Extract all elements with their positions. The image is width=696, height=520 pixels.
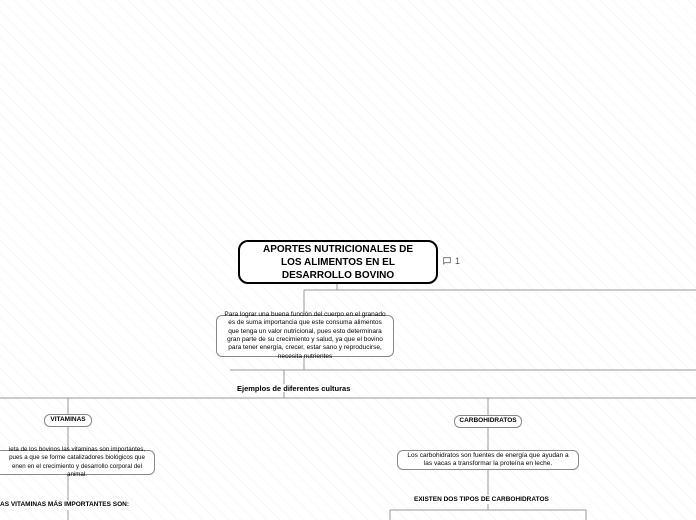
carbohidratos-node[interactable]: CARBOHIDRATOS [454, 415, 522, 428]
carbohidratos-title: CARBOHIDRATOS [459, 417, 516, 425]
vitaminas-sub: AS VITAMINAS MÁS IMPORTANTES SON: [0, 501, 129, 508]
root-title: APORTES NUTRICIONALES DE LOS ALIMENTOS E… [254, 243, 422, 282]
root-node[interactable]: APORTES NUTRICIONALES DE LOS ALIMENTOS E… [238, 240, 438, 284]
vitaminas-title: VITAMINAS [50, 416, 85, 424]
comment-badge[interactable]: 1 [442, 256, 460, 266]
subtitle-label: Ejemplos de diferentes culturas [237, 384, 350, 393]
intro-text: Para lograr una buena función del cuerpo… [223, 311, 387, 362]
carbohidratos-desc: Los carbohidratos son fuentes de energía… [404, 452, 572, 469]
carbohidratos-sub: EXISTEN DOS TIPOS DE CARBOHIDRATOS [414, 496, 549, 503]
intro-node[interactable]: Para lograr una buena función del cuerpo… [216, 315, 394, 357]
comment-icon [442, 256, 452, 266]
vitaminas-node[interactable]: VITAMINAS [44, 414, 92, 427]
vitaminas-desc-node[interactable]: ieta de los bovinos las vitaminas son im… [0, 450, 155, 475]
comment-count: 1 [455, 256, 460, 266]
vitaminas-sub-label: AS VITAMINAS MÁS IMPORTANTES SON: [0, 501, 129, 508]
carbohidratos-desc-node[interactable]: Los carbohidratos son fuentes de energía… [397, 450, 579, 470]
subtitle-text: Ejemplos de diferentes culturas [237, 384, 350, 393]
vitaminas-desc: ieta de los bovinos las vitaminas son im… [6, 446, 148, 478]
carbohidratos-sub-label: EXISTEN DOS TIPOS DE CARBOHIDRATOS [414, 496, 549, 503]
